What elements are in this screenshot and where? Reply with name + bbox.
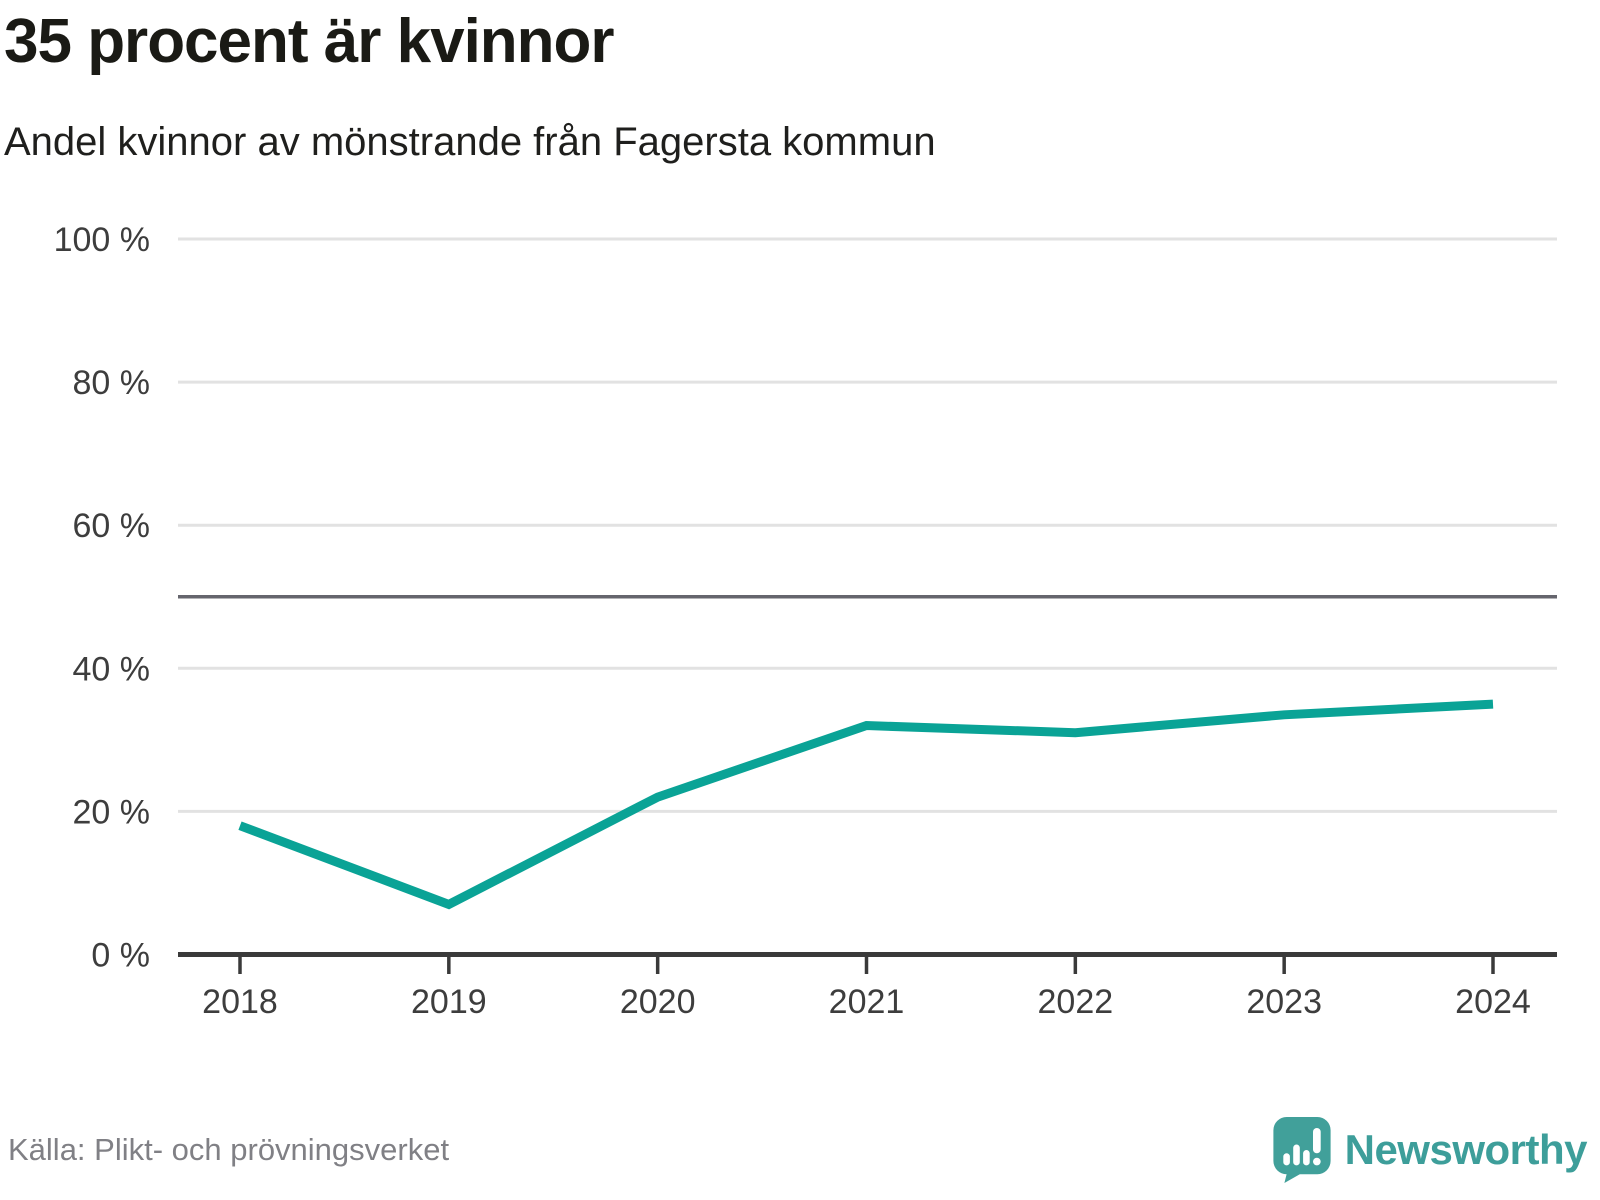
x-tick-label: 2019 bbox=[411, 983, 487, 1021]
x-tick-label: 2020 bbox=[620, 983, 696, 1021]
x-tick-label: 2022 bbox=[1038, 983, 1114, 1021]
x-tick-label: 2018 bbox=[202, 983, 278, 1021]
newsworthy-logo-text: Newsworthy bbox=[1344, 1126, 1588, 1173]
chart-title: 35 procent är kvinnor bbox=[4, 7, 615, 76]
y-tick-label: 20 % bbox=[73, 793, 151, 831]
chart-footer: Källa: Plikt- och prövningsverket Newswo… bbox=[8, 1114, 1588, 1186]
y-tick-label: 80 % bbox=[73, 364, 151, 402]
source-note: Källa: Plikt- och prövningsverket bbox=[8, 1132, 450, 1167]
data-line-andel-kvinnor bbox=[238, 699, 1494, 910]
chart-subtitle: Andel kvinnor av mönstrande från Fagerst… bbox=[4, 120, 936, 164]
y-tick-label: 60 % bbox=[73, 507, 151, 545]
y-tick-label: 40 % bbox=[73, 650, 151, 688]
newsworthy-logo-icon bbox=[1273, 1117, 1331, 1183]
x-tick-label: 2021 bbox=[829, 983, 905, 1021]
y-tick-label: 0 % bbox=[91, 937, 150, 975]
x-tick-label: 2023 bbox=[1246, 983, 1322, 1021]
y-tick-label: 100 % bbox=[54, 221, 150, 259]
x-tick-label: 2024 bbox=[1455, 983, 1531, 1021]
newsworthy-logo: Newsworthy bbox=[1273, 1117, 1588, 1183]
